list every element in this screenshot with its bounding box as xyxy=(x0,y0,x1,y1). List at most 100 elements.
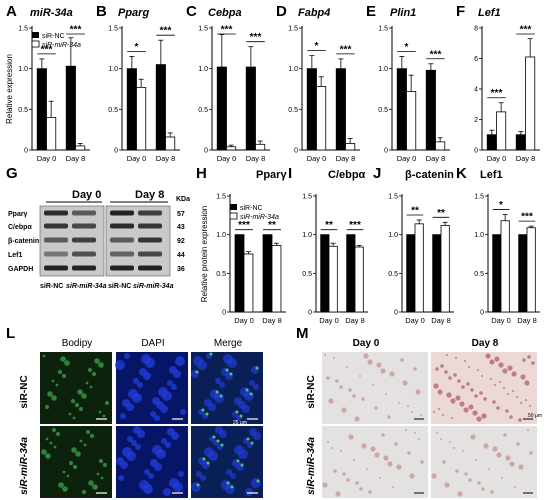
dapi-nucleus xyxy=(150,411,156,417)
stain-dot xyxy=(327,441,329,443)
stain-dot xyxy=(457,491,463,497)
bar-nc xyxy=(216,66,227,151)
stain-dot xyxy=(431,473,437,479)
bar-mir xyxy=(328,245,338,313)
chart-title: Lef1 xyxy=(478,7,501,19)
wb-protein-2: β-catenin xyxy=(8,238,39,245)
stain-dot xyxy=(340,450,342,452)
merge-nucleus xyxy=(234,397,242,405)
dapi-nucleus xyxy=(169,478,179,488)
y-tick-label: 0.5 xyxy=(302,271,312,278)
dapi-nucleus xyxy=(122,399,130,407)
stain-dot xyxy=(529,405,531,407)
stain-dot xyxy=(524,380,530,386)
stain-dot xyxy=(398,402,400,404)
bar-nc xyxy=(335,68,346,151)
stain-dot xyxy=(394,442,398,446)
stain-dot xyxy=(433,411,435,413)
wb-band xyxy=(138,210,162,216)
wb-band xyxy=(110,237,134,243)
bodipy-dot xyxy=(79,439,83,443)
merge-nucleus xyxy=(196,471,202,477)
bar-nc xyxy=(492,234,502,313)
merge-droplet xyxy=(250,441,254,445)
sig-label: *** xyxy=(160,26,172,37)
chart-lef1-protein: Lef1 0 0.5 1.0 1.5 * Day 0 *** Day 8 xyxy=(474,169,540,325)
bodipy-dot xyxy=(104,400,110,406)
x-tick-label: Day 0 xyxy=(491,316,511,325)
wb-band xyxy=(72,223,96,229)
stain-dot xyxy=(402,380,408,386)
stain-dot xyxy=(516,442,520,446)
bodipy-dot xyxy=(98,362,104,368)
stain-dot xyxy=(522,358,526,362)
bodipy-dot xyxy=(81,489,87,495)
chart-title: Plin1 xyxy=(390,7,416,19)
stain-dot xyxy=(440,364,444,368)
bar-nc xyxy=(126,68,137,151)
stain-dot xyxy=(470,434,476,440)
merge-droplet xyxy=(226,481,230,485)
y-tick-label: 1.5 xyxy=(378,26,388,33)
stain-dot xyxy=(481,487,485,491)
y-tick-label: 1.5 xyxy=(198,26,208,33)
stain-dot xyxy=(520,402,522,404)
x-tick-label: Day 0 xyxy=(397,154,417,163)
stain-dot xyxy=(440,438,442,440)
bodipy-dot xyxy=(47,391,53,397)
bar-nc xyxy=(262,234,273,313)
stain-dot xyxy=(511,371,517,377)
merge-droplet xyxy=(229,372,233,376)
stain-dot xyxy=(483,443,489,449)
bar-nc xyxy=(515,134,526,151)
wb-band xyxy=(110,251,134,257)
stain-dot xyxy=(472,410,478,416)
stain-dot xyxy=(415,389,421,395)
wb-band xyxy=(138,237,162,243)
dapi-nucleus xyxy=(133,426,141,434)
stain-dot xyxy=(335,379,339,383)
bodipy-dot xyxy=(45,437,49,441)
m-row-mir: siR-miR-34a xyxy=(306,437,317,495)
stain-dot xyxy=(442,414,444,416)
merge-nucleus xyxy=(249,380,255,386)
wb-band xyxy=(110,210,134,216)
panel-letter-d: D xyxy=(276,3,287,20)
m-row-nc: siR-NC xyxy=(306,375,317,408)
stain-dot xyxy=(488,468,490,470)
stain-dot xyxy=(372,384,374,386)
stain-dot xyxy=(514,486,516,488)
stain-dot xyxy=(374,406,378,410)
dapi-nucleus xyxy=(118,475,124,481)
bar-mir xyxy=(440,224,450,313)
dapi-nucleus xyxy=(115,360,125,370)
bar-nc xyxy=(346,234,356,313)
stain-image xyxy=(431,426,537,498)
panel-letter-k: K xyxy=(456,165,467,182)
bodipy-dot xyxy=(98,458,104,464)
stain-dot xyxy=(496,406,500,410)
merge-nucleus xyxy=(204,399,212,407)
stain-dot xyxy=(518,464,524,470)
bodipy-dot xyxy=(60,356,66,362)
x-tick-label: Day 8 xyxy=(336,154,356,163)
x-tick-label: Day 0 xyxy=(234,316,254,325)
panel-letter-b: B xyxy=(96,3,107,20)
y-tick-label: 1.5 xyxy=(302,194,312,201)
wb-size-0: 57 xyxy=(177,211,185,218)
stain-dot xyxy=(451,417,453,419)
sig-label: ** xyxy=(437,208,445,219)
dapi-nucleus xyxy=(120,413,126,419)
bodipy-dot xyxy=(102,414,106,418)
dapi-nucleus xyxy=(131,440,137,446)
legend-h-label-nc: siR-NC xyxy=(240,205,263,212)
y-tick-label: 0 xyxy=(204,148,208,155)
wb-lane-1: siR-miR-34a xyxy=(66,283,107,290)
sig-label: *** xyxy=(41,44,53,55)
stain-dot xyxy=(387,415,391,419)
dapi-nucleus xyxy=(122,447,132,457)
stain-dot xyxy=(368,490,372,494)
stain-dot xyxy=(396,464,402,470)
dapi-nucleus xyxy=(124,353,130,359)
